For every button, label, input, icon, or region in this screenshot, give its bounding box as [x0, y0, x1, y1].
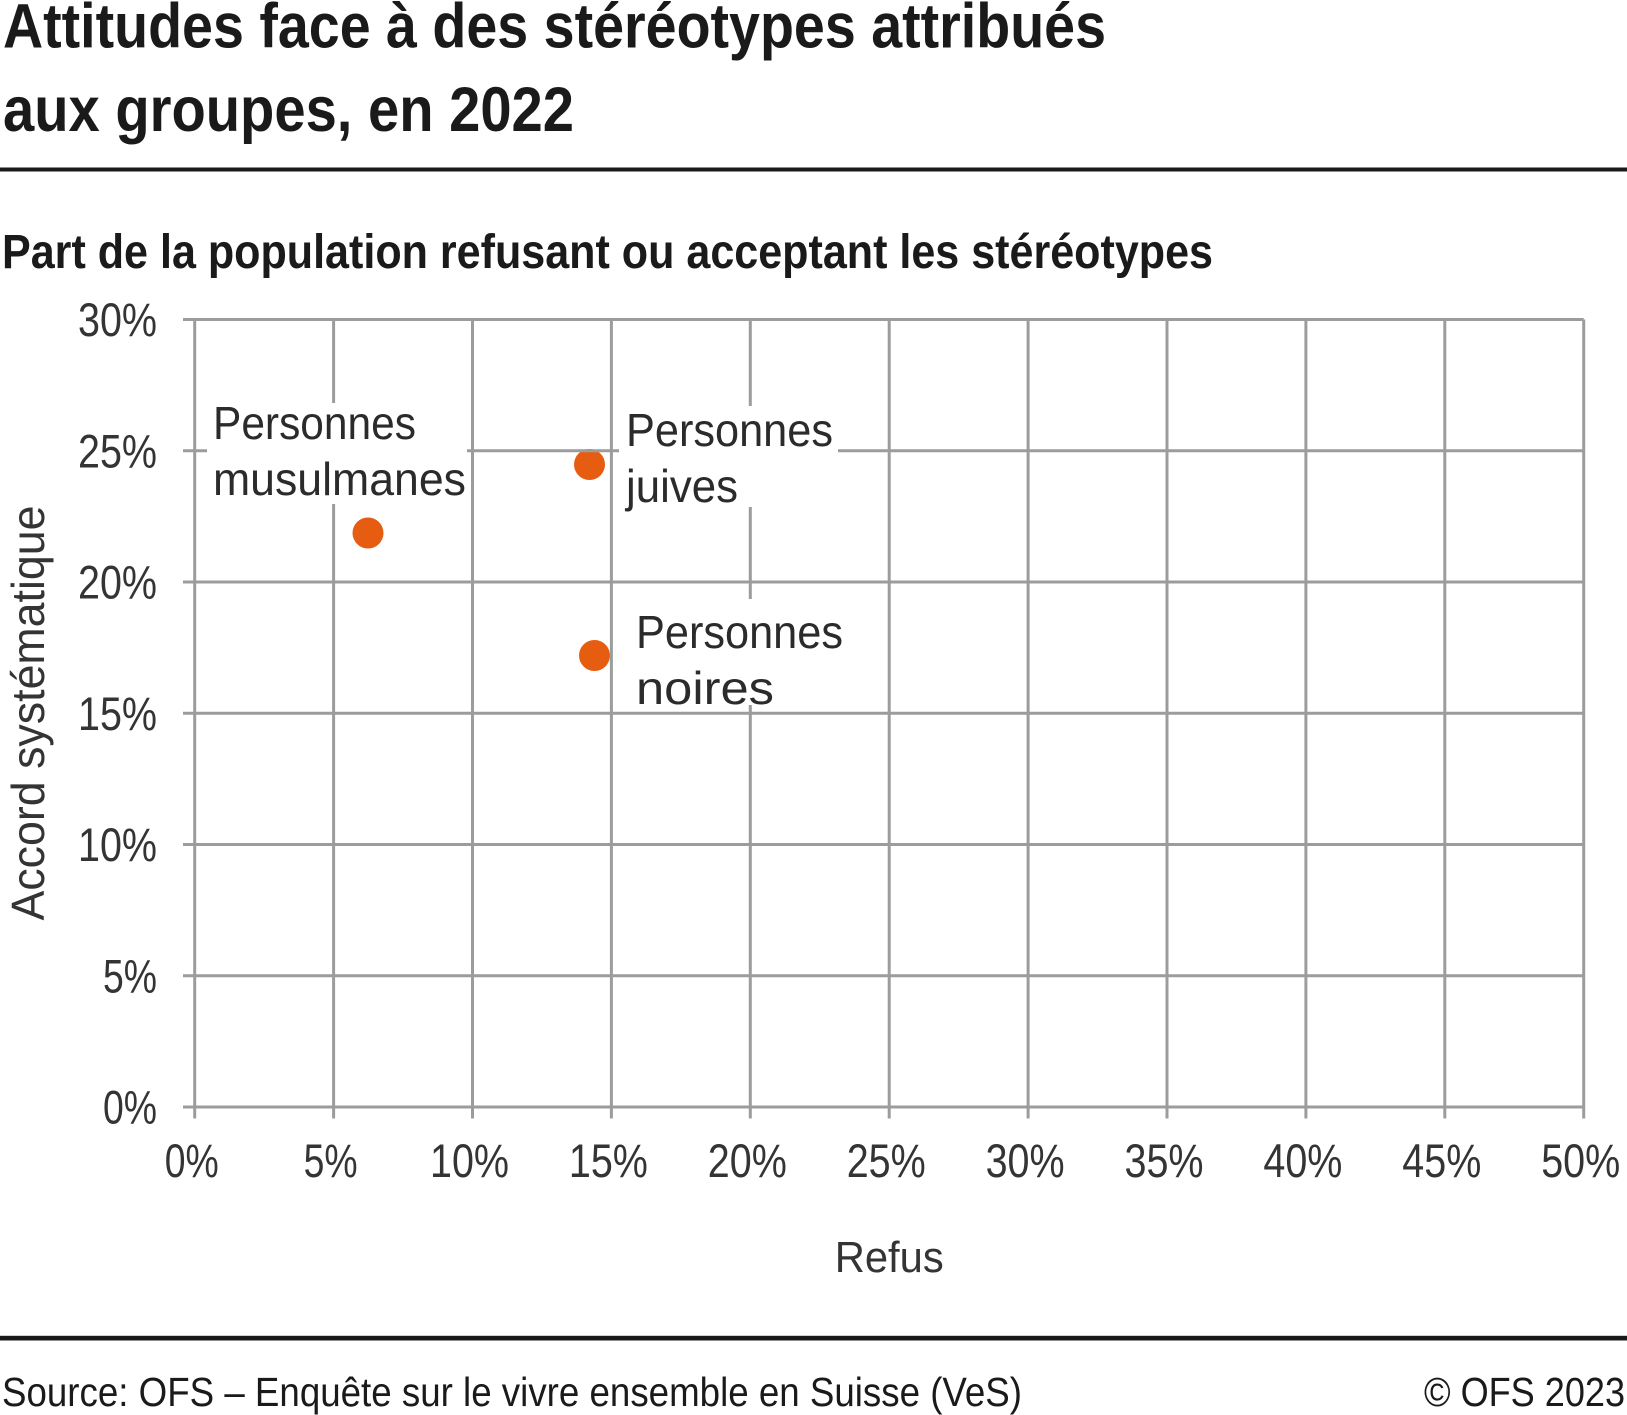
svg-text:aux groupes, en 2022: aux groupes, en 2022: [3, 75, 574, 145]
svg-text:20%: 20%: [78, 556, 157, 609]
svg-text:40%: 40%: [1263, 1134, 1342, 1187]
svg-text:5%: 5%: [304, 1134, 358, 1187]
svg-text:Personnes: Personnes: [626, 404, 833, 456]
svg-text:Personnes: Personnes: [636, 606, 843, 658]
svg-text:0%: 0%: [103, 1081, 157, 1134]
svg-text:Part de la population refusant: Part de la population refusant ou accept…: [2, 226, 1213, 279]
svg-text:5%: 5%: [103, 949, 157, 1002]
svg-text:Attitudes face à des stéréotyp: Attitudes face à des stéréotypes attribu…: [3, 0, 1106, 62]
svg-text:Accord systématique: Accord systématique: [2, 506, 54, 921]
svg-text:© OFS 2023: © OFS 2023: [1424, 1369, 1625, 1415]
svg-text:juives: juives: [624, 460, 738, 512]
svg-text:0%: 0%: [165, 1134, 219, 1187]
svg-text:musulmanes: musulmanes: [213, 453, 466, 505]
svg-text:30%: 30%: [78, 293, 157, 346]
svg-text:10%: 10%: [78, 818, 157, 871]
svg-text:Personnes: Personnes: [213, 397, 416, 449]
svg-text:35%: 35%: [1125, 1134, 1204, 1187]
svg-text:15%: 15%: [78, 687, 157, 740]
svg-text:10%: 10%: [430, 1134, 509, 1187]
svg-text:25%: 25%: [847, 1134, 926, 1187]
svg-text:Refus: Refus: [835, 1233, 944, 1282]
svg-text:20%: 20%: [708, 1134, 787, 1187]
svg-text:15%: 15%: [569, 1134, 648, 1187]
svg-text:45%: 45%: [1402, 1134, 1481, 1187]
svg-text:Source: OFS – Enquête sur le v: Source: OFS – Enquête sur le vivre ensem…: [2, 1369, 1022, 1415]
svg-text:noires: noires: [636, 662, 774, 714]
svg-text:25%: 25%: [78, 424, 157, 477]
svg-text:30%: 30%: [986, 1134, 1065, 1187]
svg-text:50%: 50%: [1541, 1134, 1620, 1187]
